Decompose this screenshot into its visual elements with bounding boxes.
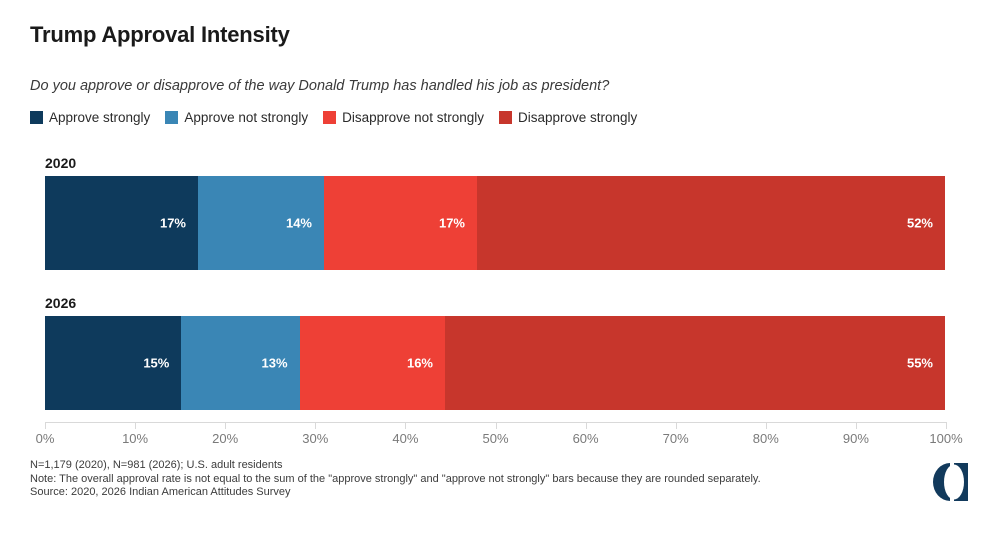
bar-segment: 17% [324, 176, 477, 270]
legend-swatch-icon [498, 111, 512, 124]
bar-segment: 16% [299, 316, 445, 410]
bar-segment-value: 17% [159, 215, 186, 231]
carnegie-logo-icon [933, 463, 968, 501]
legend-swatch-icon [165, 111, 179, 124]
axis-tick [675, 422, 677, 429]
axis-tick-label: 60% [572, 431, 599, 446]
category-label-2026: 2026 [45, 295, 77, 311]
bar-segment-value: 55% [906, 355, 933, 371]
axis-tick-label: 90% [842, 431, 869, 446]
legend-label: Approve not strongly [184, 110, 309, 125]
note-rounding: Note: The overall approval rate is not e… [30, 472, 761, 485]
chart-title: Trump Approval Intensity [30, 22, 290, 47]
bar-segment-value: 15% [143, 355, 170, 371]
legend-item: Disapprove strongly [498, 110, 638, 125]
axis-tick-label: 80% [752, 431, 779, 446]
axis-tick [135, 422, 137, 429]
bar-segment: 52% [477, 176, 945, 270]
bar-segment: 17% [45, 176, 198, 270]
bar-segment: 14% [198, 176, 324, 270]
legend-item: Approve strongly [30, 110, 150, 125]
bar-2026: 15% 13% 16% 55% [45, 316, 945, 410]
legend-item: Approve not strongly [165, 110, 308, 125]
axis-tick [855, 422, 857, 429]
axis-tick-label: 40% [392, 431, 419, 446]
bar-segment-value: 13% [261, 355, 288, 371]
bar-segment-value: 52% [906, 215, 933, 231]
note-sample: N=1,179 (2020), N=981 (2026); U.S. adult… [30, 459, 283, 471]
bar-segment-value: 14% [285, 215, 312, 231]
bar-segment: 13% [181, 316, 300, 410]
note-source: Source: 2020, 2026 Indian American Attit… [30, 486, 291, 498]
axis-tick-label: 10% [122, 431, 149, 446]
chart-question: Do you approve or disapprove of the way … [30, 78, 610, 94]
bar-segment: 55% [445, 316, 945, 410]
legend-swatch-icon [30, 111, 43, 124]
axis-tick [946, 422, 947, 429]
axis-tick-label: 0% [35, 431, 55, 446]
legend-label: Approve strongly [49, 110, 151, 125]
bar-segment: 15% [45, 316, 182, 410]
axis-tick [585, 422, 587, 429]
legend: Approve strongly Approve not strongly Disa… [30, 110, 637, 125]
axis-tick-label: 100% [929, 431, 963, 446]
legend-label: Disapprove not strongly [342, 110, 484, 125]
category-label-2020: 2020 [45, 155, 77, 171]
bar-segment-value: 16% [406, 355, 433, 371]
axis-tick [405, 422, 407, 429]
axis-tick [495, 422, 497, 429]
axis-tick-label: 30% [302, 431, 329, 446]
axis-tick-label: 50% [482, 431, 509, 446]
bar-2020: 17% 14% 17% 52% [45, 176, 945, 270]
axis-tick [765, 422, 767, 429]
axis-tick [315, 422, 317, 429]
legend-swatch-icon [323, 111, 337, 124]
bar-segment-value: 17% [438, 215, 465, 231]
footer-notes: N=1,179 (2020), N=981 (2026); U.S. adult… [30, 459, 761, 500]
legend-label: Disapprove strongly [517, 110, 638, 125]
axis-tick-label: 20% [212, 431, 239, 446]
axis-tick [45, 422, 46, 429]
axis-tick-label: 70% [662, 431, 689, 446]
legend-item: Disapprove not strongly [323, 110, 484, 125]
axis-tick [225, 422, 227, 429]
x-axis: 0% 10% 20% 30% 40% 50% 60% 70% 80% 90% 100% [36, 422, 963, 446]
